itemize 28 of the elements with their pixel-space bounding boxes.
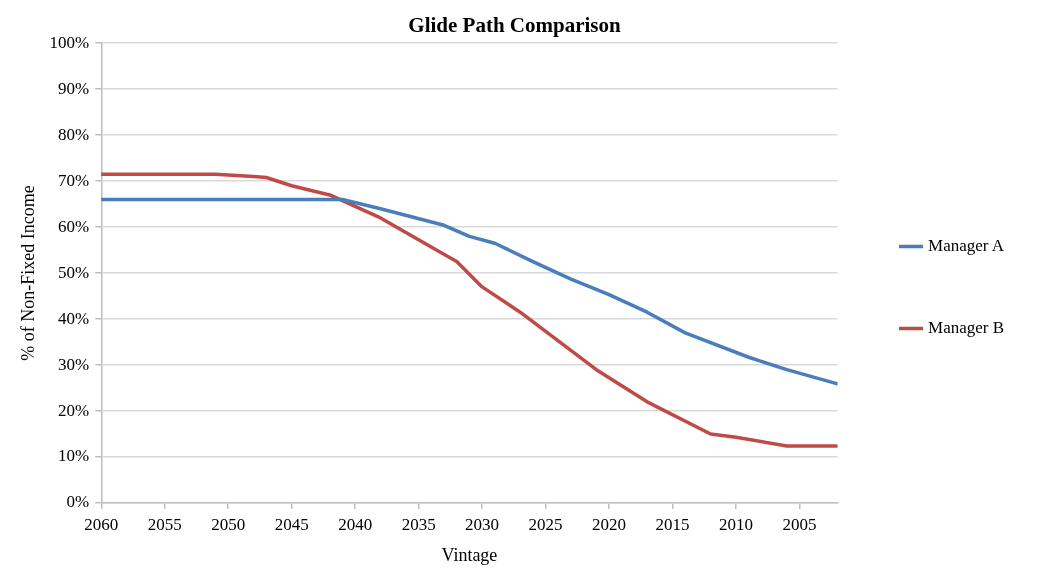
y-tick-label: 90% <box>58 78 90 98</box>
x-tick-label: 2030 <box>465 514 500 534</box>
x-tick-label: 2035 <box>401 514 436 534</box>
y-tick-label: 10% <box>58 446 90 466</box>
x-tick-label: 2040 <box>338 514 373 534</box>
x-tick-label: 2015 <box>655 514 690 534</box>
x-tick-label: 2055 <box>147 514 182 534</box>
y-axis-title: % of Non-Fixed Income <box>17 185 38 361</box>
legend-label: Manager B <box>928 317 1005 337</box>
y-tick-label: 0% <box>66 492 90 512</box>
x-tick-label: 2020 <box>592 514 627 534</box>
x-tick-label: 2045 <box>274 514 309 534</box>
legend-label: Manager A <box>928 235 1005 255</box>
x-tick-label: 2060 <box>84 514 119 534</box>
y-tick-label: 60% <box>58 216 90 236</box>
y-tick-label: 70% <box>58 170 90 190</box>
y-tick-label: 40% <box>58 308 90 328</box>
y-tick-label: 30% <box>58 354 90 374</box>
y-tick-label: 50% <box>58 262 90 282</box>
chart-title: Glide Path Comparison <box>408 13 621 38</box>
x-tick-label: 2010 <box>719 514 753 534</box>
x-tick-label: 2025 <box>528 514 563 534</box>
x-tick-label: 2050 <box>211 514 246 534</box>
y-tick-label: 80% <box>58 124 90 144</box>
x-tick-label: 2005 <box>782 514 817 534</box>
x-axis-title: Vintage <box>441 544 498 565</box>
y-tick-label: 20% <box>58 400 90 420</box>
y-tick-label: 100% <box>49 32 90 52</box>
